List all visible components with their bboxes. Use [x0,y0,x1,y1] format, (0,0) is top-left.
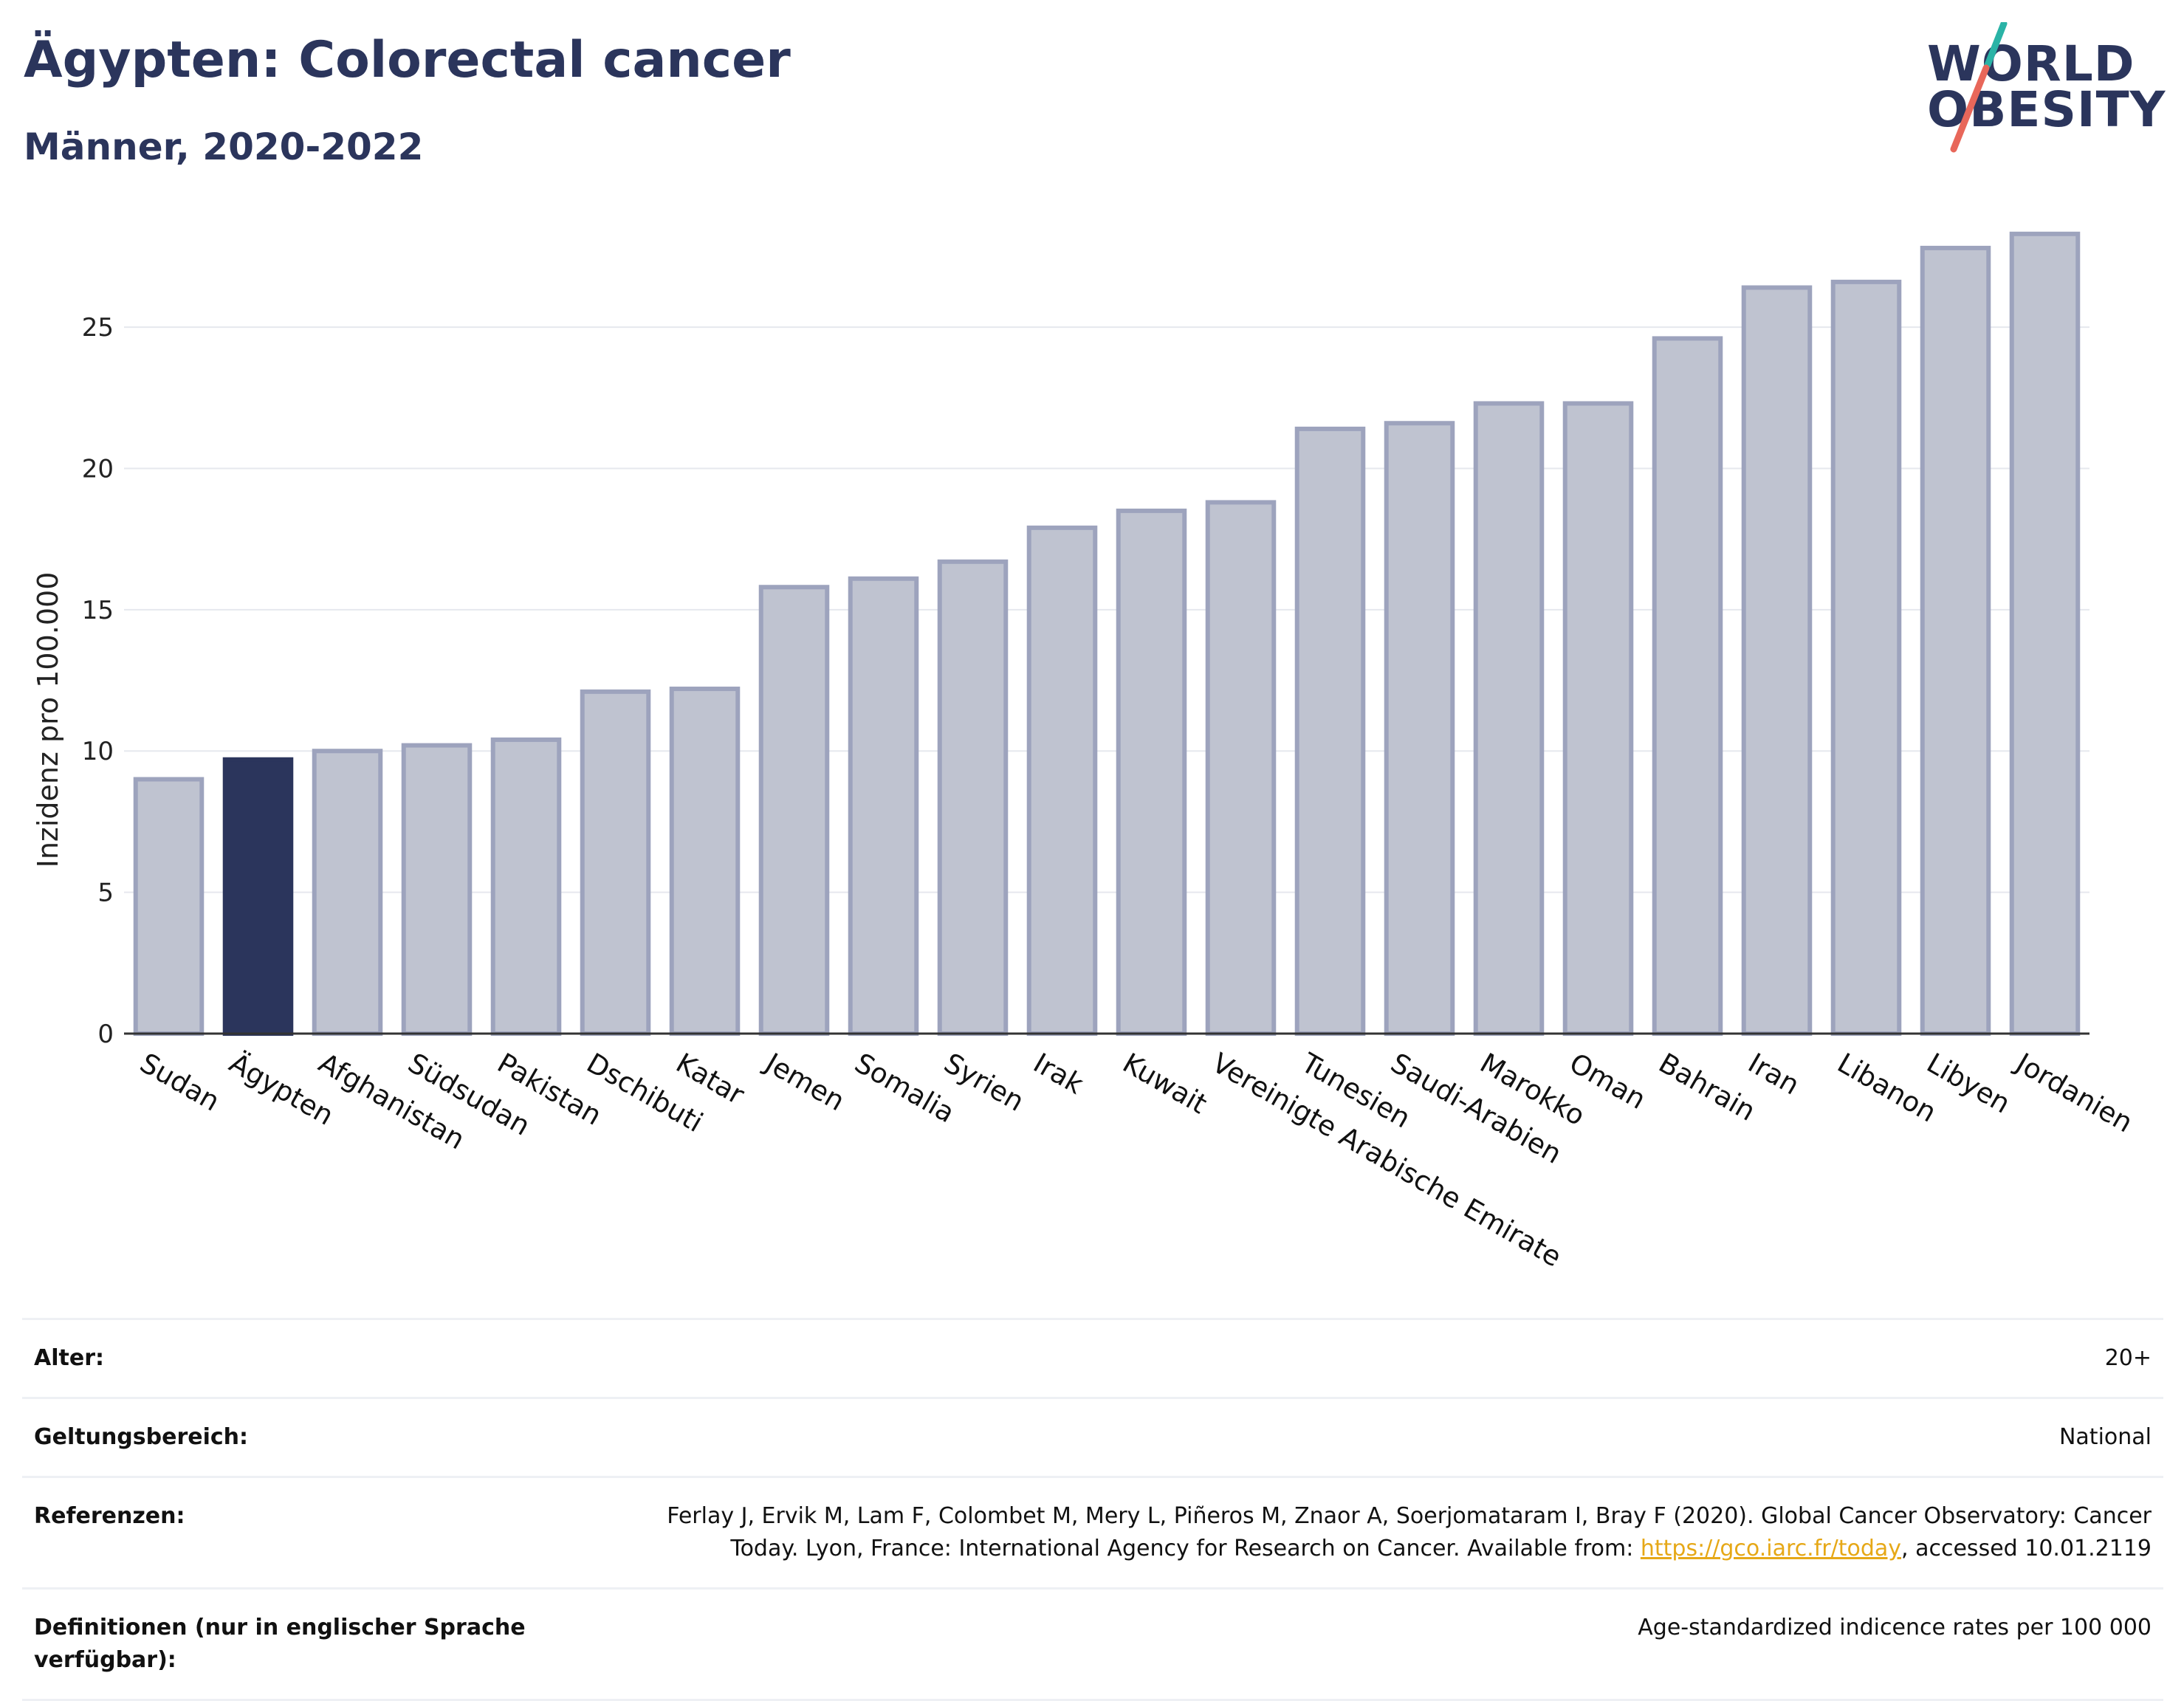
info-key-age: Alter: [34,1345,104,1371]
x-axis-labels: SudanÄgyptenAfghanistanSüdsudanPakistanD… [134,1046,2137,1273]
info-row-references: Referenzen: Ferlay J, Ervik M, Lam F, Co… [22,1476,2163,1587]
y-tick-label: 25 [82,313,114,343]
bar-iran [1741,285,1813,1037]
info-row-definitions: Definitionen (nur in englischer Sprache … [22,1587,2163,1701]
bar-bahrain [1652,336,1723,1036]
bar-marokko [1473,401,1545,1036]
y-tick-label: 10 [82,737,114,766]
x-tick-label: Sudan [134,1047,224,1118]
bar-chart: 0 5 10 15 20 25 SudanÄgyptenAfghanistanSüdsud… [32,231,2138,1274]
bar-jordanien [2009,231,2081,1037]
page-title: Ägypten: Colorectal cancer [24,31,791,89]
x-tick-label: Bahrain [1653,1047,1760,1127]
y-tick-label: 0 [97,1020,114,1049]
bar-ägypten [222,757,294,1036]
bar-katar [669,687,741,1036]
bar-oman [1562,401,1634,1036]
y-tick-label: 15 [82,596,114,625]
info-value-definitions: Age-standardized indicence rates per 100… [1638,1615,2152,1640]
info-row-scope: Geltungsbereich: National [22,1397,2163,1476]
world-obesity-logo: WORLD OBESITY [1927,22,2165,155]
y-axis-ticks: 0 5 10 15 20 25 [82,313,114,1049]
bar-tunesien [1294,426,1366,1036]
bar-jemen [758,585,830,1036]
reference-text: Ferlay J, Ervik M, Lam F, Colombet M, Me… [667,1503,2152,1561]
x-tick-label: Jemen [759,1046,851,1117]
x-tick-label: Libanon [1832,1047,1941,1129]
bar-kuwait [1116,508,1187,1036]
x-tick-label: Kuwait [1117,1047,1212,1120]
info-value-scope: National [2058,1424,2152,1450]
info-key-scope: Geltungsbereich: [34,1424,249,1450]
bar-irak [1026,525,1098,1036]
info-value-age: 20+ [2104,1345,2152,1371]
bar-pakistan [490,737,562,1036]
bar-saudi-arabien [1384,421,1455,1036]
reference-link[interactable]: https://gco.iarc.fr/today [1640,1536,1902,1561]
bar-afghanistan [312,749,383,1036]
info-value-references: Ferlay J, Ervik M, Lam F, Colombet M, Me… [601,1500,2152,1565]
logo-slash-icon [1950,22,2008,153]
bar-südsudan [401,743,473,1036]
bar-somalia [848,576,919,1036]
info-key-definitions: Definitionen (nur in englischer Sprache … [34,1615,526,1673]
bar-libanon [1830,279,1902,1037]
reference-accessed: , accessed 10.01.2119 [1901,1536,2152,1561]
x-tick-label: Somalia [849,1047,960,1129]
bar-dschibuti [580,689,651,1036]
bars [133,231,2081,1037]
bar-libyen [1920,245,1991,1037]
logo-text-line1: WORLD [1927,35,2135,92]
y-axis-title: Inzidenz pro 100.000 [32,572,64,868]
x-tick-label: Iran [1742,1047,1804,1101]
bar-vereinigte-arabische-emirate [1205,500,1277,1036]
info-key-references: Referenzen: [34,1503,185,1529]
info-table: Alter: 20+ Geltungsbereich: National Ref… [22,1318,2163,1701]
bar-sudan [133,777,205,1036]
info-row-age: Alter: 20+ [22,1318,2163,1397]
y-tick-label: 20 [82,454,114,484]
page-subtitle: Männer, 2020-2022 [24,126,424,168]
bar-syrien [937,559,1009,1036]
y-tick-label: 5 [97,879,114,908]
x-tick-label: Irak [1028,1047,1089,1101]
x-tick-label: Jordanien [2010,1046,2138,1138]
